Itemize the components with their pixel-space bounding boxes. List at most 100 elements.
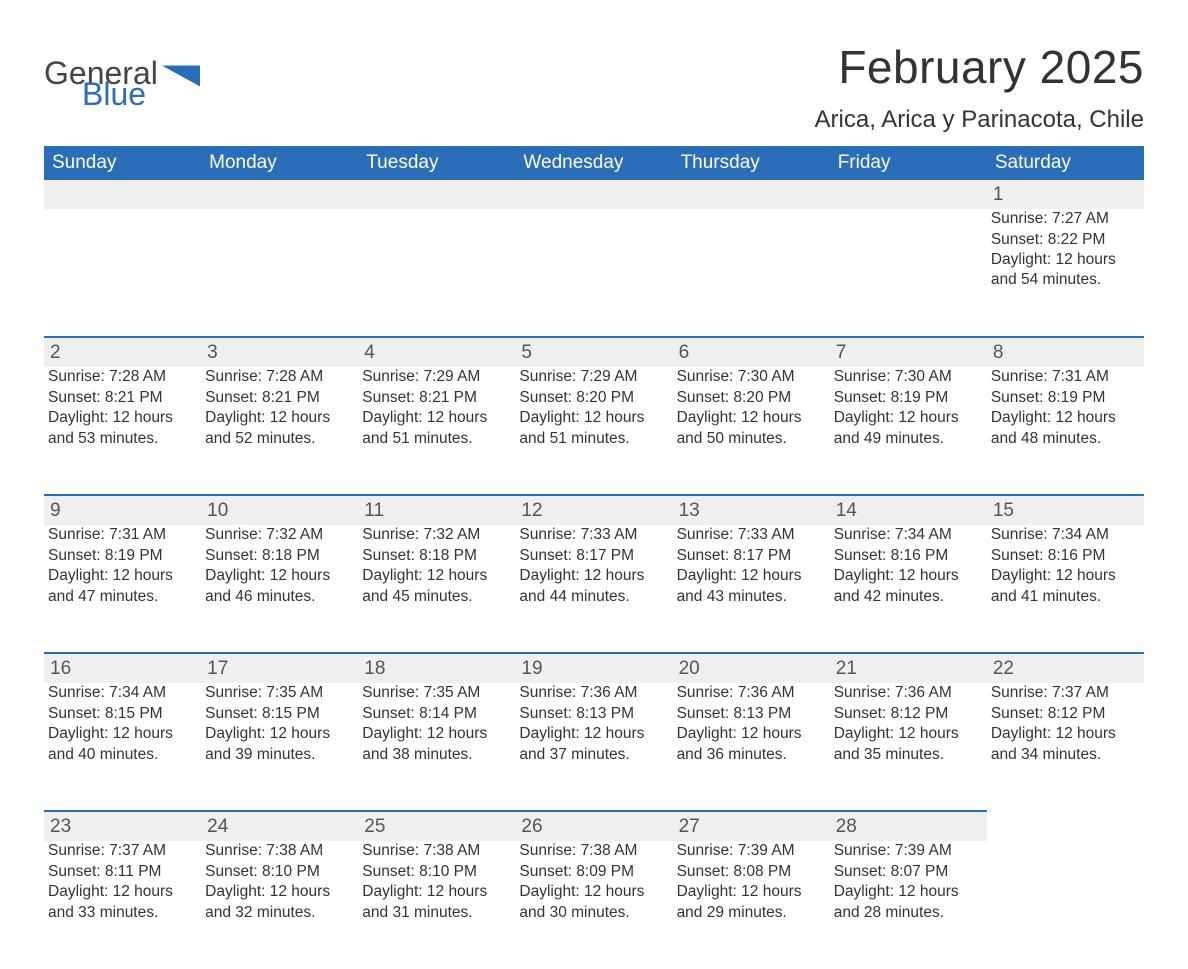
day-detail-cell: Sunrise: 7:32 AMSunset: 8:18 PMDaylight:… xyxy=(201,525,358,653)
day-detail-cell: Sunrise: 7:36 AMSunset: 8:12 PMDaylight:… xyxy=(830,683,987,811)
day-number-cell xyxy=(673,180,830,209)
sunrise-line: Sunrise: 7:34 AM xyxy=(48,683,195,703)
sunrise-line: Sunrise: 7:38 AM xyxy=(205,841,352,861)
day-detail-cell: Sunrise: 7:33 AMSunset: 8:17 PMDaylight:… xyxy=(515,525,672,653)
day-detail-cell: Sunrise: 7:39 AMSunset: 8:07 PMDaylight:… xyxy=(830,841,987,969)
sunset-line: Sunset: 8:17 PM xyxy=(677,546,824,566)
sunset-line: Sunset: 8:16 PM xyxy=(991,546,1138,566)
daylight-line: Daylight: 12 hours and 45 minutes. xyxy=(362,566,509,607)
sunset-line: Sunset: 8:13 PM xyxy=(677,704,824,724)
day-detail-cell: Sunrise: 7:33 AMSunset: 8:17 PMDaylight:… xyxy=(673,525,830,653)
daylight-line: Daylight: 12 hours and 30 minutes. xyxy=(519,882,666,923)
daylight-line: Daylight: 12 hours and 33 minutes. xyxy=(48,882,195,923)
sunset-line: Sunset: 8:17 PM xyxy=(519,546,666,566)
day-detail-cell: Sunrise: 7:36 AMSunset: 8:13 PMDaylight:… xyxy=(515,683,672,811)
daylight-line: Daylight: 12 hours and 50 minutes. xyxy=(677,408,824,449)
daylight-line: Daylight: 12 hours and 51 minutes. xyxy=(519,408,666,449)
day-detail-cell: Sunrise: 7:30 AMSunset: 8:19 PMDaylight:… xyxy=(830,367,987,495)
day-detail-cell: Sunrise: 7:29 AMSunset: 8:20 PMDaylight:… xyxy=(515,367,672,495)
daylight-line: Daylight: 12 hours and 38 minutes. xyxy=(362,724,509,765)
weekday-header: Wednesday xyxy=(515,146,672,180)
day-detail-cell: Sunrise: 7:27 AMSunset: 8:22 PMDaylight:… xyxy=(987,209,1144,337)
sunset-line: Sunset: 8:13 PM xyxy=(519,704,666,724)
sunset-line: Sunset: 8:19 PM xyxy=(991,388,1138,408)
sunset-line: Sunset: 8:07 PM xyxy=(834,862,981,882)
day-detail-cell: Sunrise: 7:28 AMSunset: 8:21 PMDaylight:… xyxy=(201,367,358,495)
day-detail-cell xyxy=(44,209,201,337)
day-number-cell xyxy=(44,180,201,209)
day-number-cell: 15 xyxy=(987,495,1144,525)
day-number-cell: 6 xyxy=(673,337,830,367)
sunset-line: Sunset: 8:15 PM xyxy=(205,704,352,724)
sunset-line: Sunset: 8:22 PM xyxy=(991,230,1138,250)
daylight-line: Daylight: 12 hours and 37 minutes. xyxy=(519,724,666,765)
day-detail-cell: Sunrise: 7:32 AMSunset: 8:18 PMDaylight:… xyxy=(358,525,515,653)
day-detail-cell: Sunrise: 7:37 AMSunset: 8:11 PMDaylight:… xyxy=(44,841,201,969)
day-number-cell: 24 xyxy=(201,811,358,841)
sunrise-line: Sunrise: 7:36 AM xyxy=(834,683,981,703)
sunrise-line: Sunrise: 7:38 AM xyxy=(519,841,666,861)
daylight-line: Daylight: 12 hours and 51 minutes. xyxy=(362,408,509,449)
sunrise-line: Sunrise: 7:28 AM xyxy=(205,367,352,387)
daylight-line: Daylight: 12 hours and 36 minutes. xyxy=(677,724,824,765)
sunrise-line: Sunrise: 7:32 AM xyxy=(205,525,352,545)
day-detail-cell: Sunrise: 7:30 AMSunset: 8:20 PMDaylight:… xyxy=(673,367,830,495)
day-detail-cell: Sunrise: 7:35 AMSunset: 8:15 PMDaylight:… xyxy=(201,683,358,811)
sunrise-line: Sunrise: 7:37 AM xyxy=(991,683,1138,703)
brand-logo: General Blue xyxy=(44,40,200,108)
day-detail-cell: Sunrise: 7:38 AMSunset: 8:10 PMDaylight:… xyxy=(358,841,515,969)
sunset-line: Sunset: 8:20 PM xyxy=(519,388,666,408)
daylight-line: Daylight: 12 hours and 34 minutes. xyxy=(991,724,1138,765)
brand-text: General Blue xyxy=(44,60,200,108)
sunrise-line: Sunrise: 7:30 AM xyxy=(677,367,824,387)
sunrise-line: Sunrise: 7:28 AM xyxy=(48,367,195,387)
daylight-line: Daylight: 12 hours and 48 minutes. xyxy=(991,408,1138,449)
weekday-header: Sunday xyxy=(44,146,201,180)
sunrise-line: Sunrise: 7:37 AM xyxy=(48,841,195,861)
day-detail-cell: Sunrise: 7:38 AMSunset: 8:10 PMDaylight:… xyxy=(201,841,358,969)
daylight-line: Daylight: 12 hours and 29 minutes. xyxy=(677,882,824,923)
sunrise-line: Sunrise: 7:29 AM xyxy=(362,367,509,387)
sunrise-line: Sunrise: 7:38 AM xyxy=(362,841,509,861)
day-detail-cell: Sunrise: 7:31 AMSunset: 8:19 PMDaylight:… xyxy=(44,525,201,653)
day-number-cell xyxy=(830,180,987,209)
day-number-cell: 11 xyxy=(358,495,515,525)
sunrise-line: Sunrise: 7:31 AM xyxy=(991,367,1138,387)
weekday-header: Monday xyxy=(201,146,358,180)
day-number-cell: 25 xyxy=(358,811,515,841)
day-detail-cell: Sunrise: 7:29 AMSunset: 8:21 PMDaylight:… xyxy=(358,367,515,495)
daylight-line: Daylight: 12 hours and 49 minutes. xyxy=(834,408,981,449)
sunrise-line: Sunrise: 7:34 AM xyxy=(991,525,1138,545)
day-number-cell: 26 xyxy=(515,811,672,841)
day-number-cell: 22 xyxy=(987,653,1144,683)
sunset-line: Sunset: 8:10 PM xyxy=(362,862,509,882)
sunrise-line: Sunrise: 7:33 AM xyxy=(677,525,824,545)
sunset-line: Sunset: 8:21 PM xyxy=(205,388,352,408)
sunset-line: Sunset: 8:18 PM xyxy=(362,546,509,566)
day-number-cell: 8 xyxy=(987,337,1144,367)
daylight-line: Daylight: 12 hours and 28 minutes. xyxy=(834,882,981,923)
day-number-cell: 23 xyxy=(44,811,201,841)
weekday-header: Friday xyxy=(830,146,987,180)
day-detail-cell: Sunrise: 7:36 AMSunset: 8:13 PMDaylight:… xyxy=(673,683,830,811)
day-detail-cell xyxy=(515,209,672,337)
sunrise-line: Sunrise: 7:31 AM xyxy=(48,525,195,545)
day-detail-cell xyxy=(201,209,358,337)
day-number-cell: 21 xyxy=(830,653,987,683)
sunset-line: Sunset: 8:19 PM xyxy=(834,388,981,408)
day-number-cell: 5 xyxy=(515,337,672,367)
daylight-line: Daylight: 12 hours and 52 minutes. xyxy=(205,408,352,449)
day-number-cell xyxy=(358,180,515,209)
day-number-cell: 12 xyxy=(515,495,672,525)
daylight-line: Daylight: 12 hours and 31 minutes. xyxy=(362,882,509,923)
daylight-line: Daylight: 12 hours and 46 minutes. xyxy=(205,566,352,607)
sunrise-line: Sunrise: 7:29 AM xyxy=(519,367,666,387)
daylight-line: Daylight: 12 hours and 41 minutes. xyxy=(991,566,1138,607)
sunset-line: Sunset: 8:21 PM xyxy=(48,388,195,408)
daylight-line: Daylight: 12 hours and 53 minutes. xyxy=(48,408,195,449)
calendar-body: 1Sunrise: 7:27 AMSunset: 8:22 PMDaylight… xyxy=(44,180,1144,969)
sunrise-line: Sunrise: 7:34 AM xyxy=(834,525,981,545)
day-number-cell: 19 xyxy=(515,653,672,683)
day-number-cell: 4 xyxy=(358,337,515,367)
day-number-cell: 28 xyxy=(830,811,987,841)
